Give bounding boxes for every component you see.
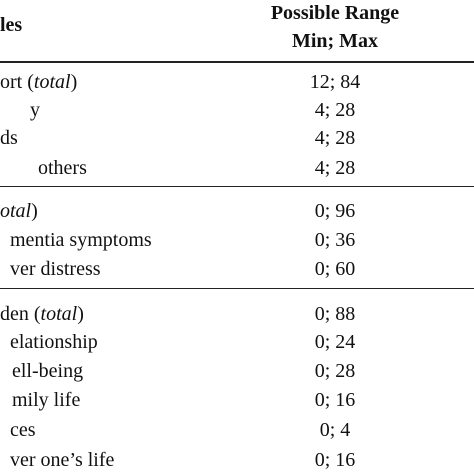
label-text: y [30, 99, 40, 121]
row-range: 4; 28 [314, 99, 356, 121]
header-variable: les [0, 14, 23, 36]
row-label: elationship [10, 330, 98, 354]
label-text: ver one’s life [10, 449, 115, 471]
row-range: 0; 36 [314, 229, 356, 251]
row-range: 0; 28 [314, 360, 356, 382]
label-text: ort ( [0, 71, 34, 93]
row-label: ds [0, 126, 18, 150]
row-label: otal) [0, 199, 38, 223]
label-end: ) [70, 71, 78, 93]
row-label: others [38, 156, 87, 180]
header-range: Possible Range [270, 2, 400, 24]
label-text: ces [10, 419, 36, 441]
row-label: y [30, 98, 40, 122]
row-label: mentia symptoms [10, 228, 152, 252]
row-label: ell-being [12, 359, 83, 383]
row-label: mily life [12, 388, 80, 412]
row-range: 4; 28 [314, 127, 356, 149]
label-italic: total [33, 71, 71, 93]
row-range: 0; 4 [319, 419, 351, 441]
row-label: den (total) [0, 302, 84, 326]
row-range: 0; 16 [314, 389, 356, 411]
row-label: ver distress [10, 257, 101, 281]
label-text: others [38, 157, 87, 179]
header-rule [0, 61, 474, 63]
label-text: ds [0, 127, 18, 149]
row-range: 0; 88 [314, 303, 356, 325]
row-range: 4; 28 [314, 157, 356, 179]
label-text: ver distress [10, 258, 101, 280]
label-text: mily life [12, 389, 81, 411]
label-end: ) [77, 303, 84, 325]
label-text: ell-being [12, 360, 84, 382]
label-text: mentia symptoms [10, 229, 152, 251]
group-rule [0, 186, 474, 187]
label-italic: total [40, 303, 78, 325]
row-label: ort (total) [0, 70, 77, 94]
row-range: 0; 60 [314, 258, 356, 280]
row-range: 12; 84 [309, 71, 361, 93]
label-end: ) [31, 200, 38, 222]
group-rule [0, 288, 474, 289]
header-range-unit: Min; Max [291, 30, 379, 52]
row-range: 0; 96 [314, 200, 356, 222]
label-italic: otal [0, 200, 32, 222]
row-range: 0; 16 [314, 449, 356, 471]
label-text: den ( [0, 303, 41, 325]
row-range: 0; 24 [314, 331, 356, 353]
label-text: elationship [10, 331, 98, 353]
row-label: ver one’s life [10, 448, 114, 472]
row-label: ces [10, 418, 36, 442]
